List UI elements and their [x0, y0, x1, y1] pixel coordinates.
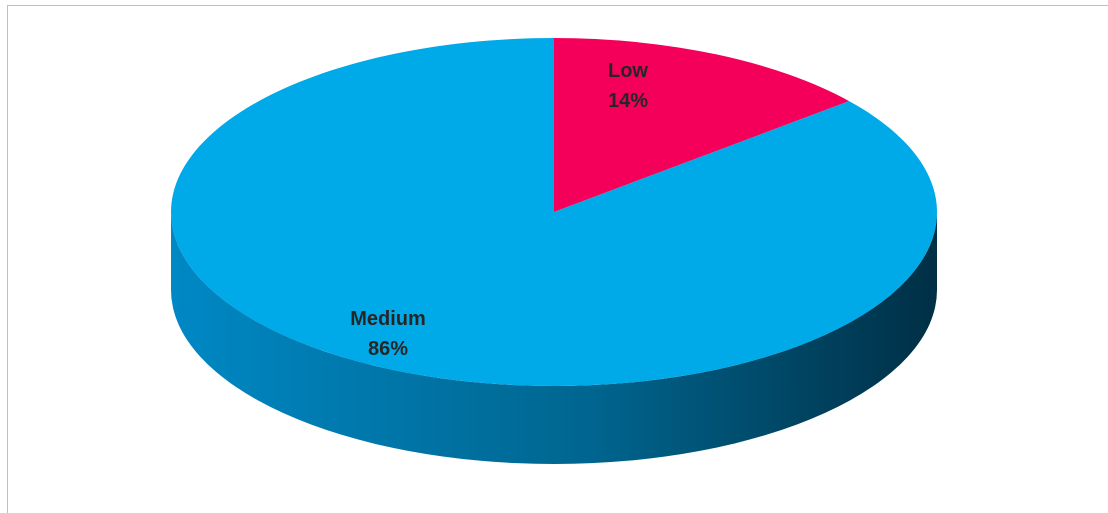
pie-slice-medium	[171, 38, 937, 386]
pie-side-wall	[171, 212, 937, 464]
slice-percent-medium: 86%	[368, 338, 408, 360]
slice-label-low: Low	[608, 60, 648, 82]
slice-label-medium: Medium	[350, 308, 426, 330]
slice-percent-low: 14%	[608, 90, 648, 112]
pie-slice-low	[554, 38, 850, 212]
